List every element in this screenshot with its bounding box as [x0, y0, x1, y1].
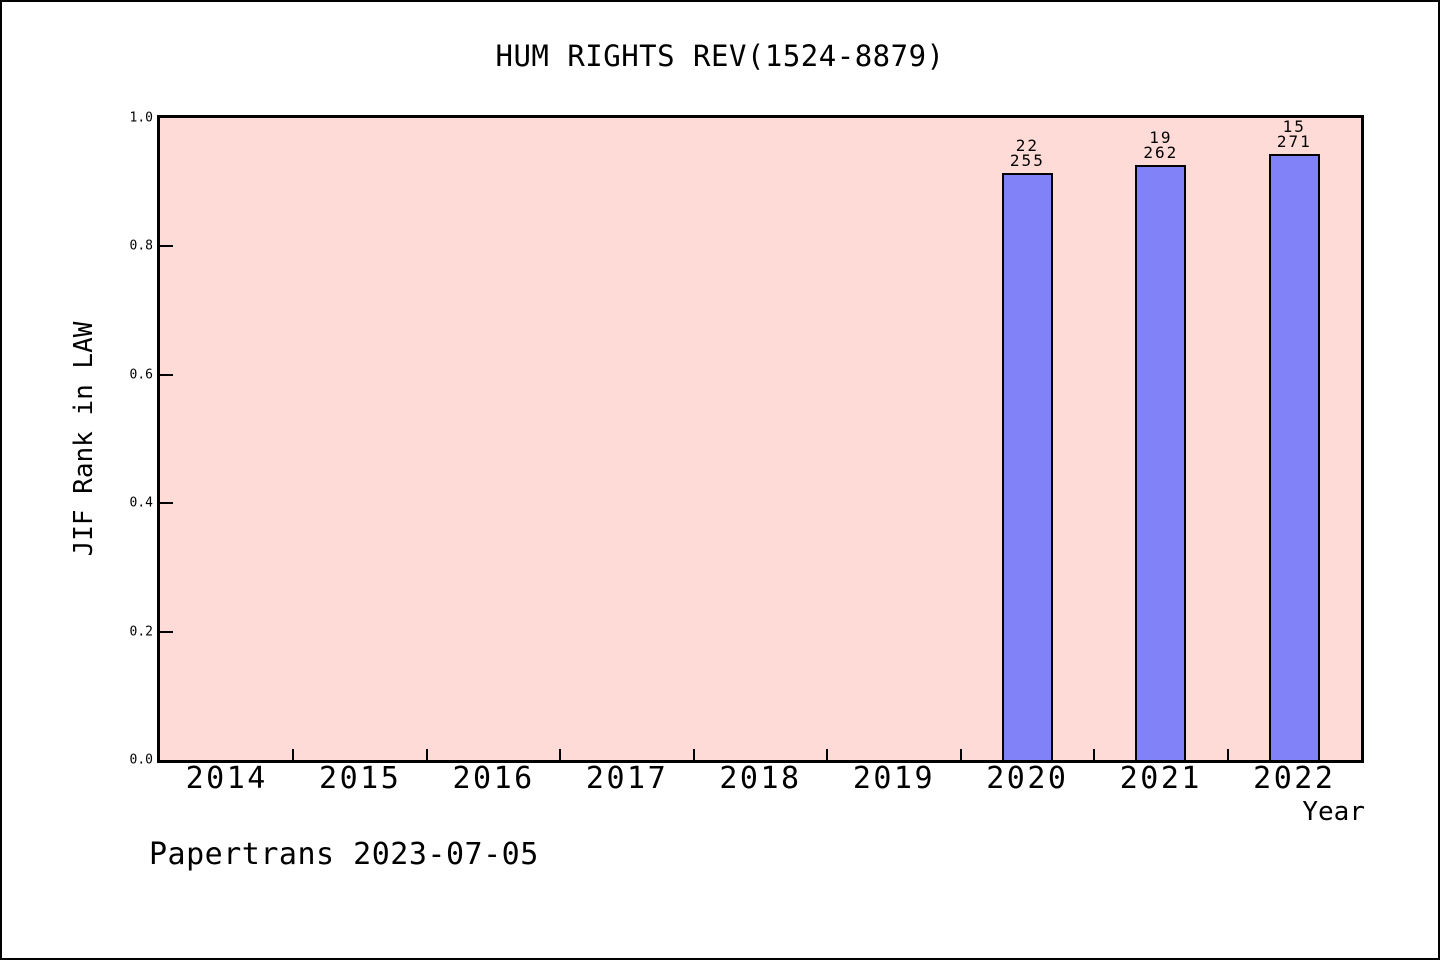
- x-tick-label-2015: 2015: [319, 761, 402, 796]
- y-tick-mark: [160, 502, 173, 505]
- plot-area: [157, 115, 1364, 763]
- bar-2022: [1269, 154, 1320, 760]
- y-tick-label: 0.2: [129, 624, 153, 640]
- x-tick-mark: [559, 749, 562, 760]
- bar-label-total: 255: [1009, 151, 1045, 170]
- x-tick-label-2021: 2021: [1119, 761, 1202, 796]
- bar-label-rank: 19: [1149, 128, 1173, 147]
- y-tick-label: 0.0: [129, 752, 153, 768]
- bar-label-2021: 19 262: [1143, 128, 1179, 162]
- x-tick-mark: [826, 749, 829, 760]
- bar-label-total: 262: [1143, 143, 1179, 162]
- y-tick-label: 0.8: [129, 238, 153, 254]
- bar-label-total: 271: [1276, 132, 1312, 151]
- x-tick-label-2019: 2019: [852, 761, 936, 796]
- x-tick-mark: [1093, 749, 1096, 760]
- y-axis-label: JIF Rank in LAW: [69, 321, 99, 557]
- x-tick-label-2022: 2022: [1253, 761, 1336, 796]
- x-tick-label-2014: 2014: [185, 761, 268, 796]
- bar-label-rank: 22: [1015, 136, 1039, 155]
- x-tick-label-2016: 2016: [452, 761, 535, 796]
- bar-label-2020: 22 255: [1009, 136, 1045, 170]
- x-tick-mark: [959, 749, 962, 760]
- x-tick-label-2020: 2020: [986, 761, 1069, 796]
- y-tick-mark: [160, 373, 173, 376]
- x-tick-label-2017: 2017: [585, 761, 669, 796]
- x-tick-label-2018: 2018: [719, 761, 802, 796]
- bar-2021: [1135, 165, 1186, 760]
- y-tick-label: 0.6: [129, 367, 153, 383]
- x-tick-mark: [1226, 749, 1229, 760]
- bar-label-2022: 15 271: [1276, 117, 1312, 151]
- y-tick-mark: [160, 245, 173, 248]
- y-tick-label: 1.0: [129, 110, 153, 126]
- bar-2020: [1002, 173, 1053, 760]
- x-axis-label: Year: [1302, 797, 1365, 827]
- x-tick-mark: [292, 749, 295, 760]
- y-tick-mark: [160, 630, 173, 633]
- x-tick-mark: [692, 749, 695, 760]
- y-tick-label: 0.4: [129, 495, 153, 511]
- footer-note: Papertrans 2023-07-05: [149, 837, 539, 872]
- x-tick-mark: [425, 749, 428, 760]
- chart-title: HUM RIGHTS REV(1524-8879): [495, 39, 945, 73]
- bar-label-rank: 15: [1282, 117, 1306, 136]
